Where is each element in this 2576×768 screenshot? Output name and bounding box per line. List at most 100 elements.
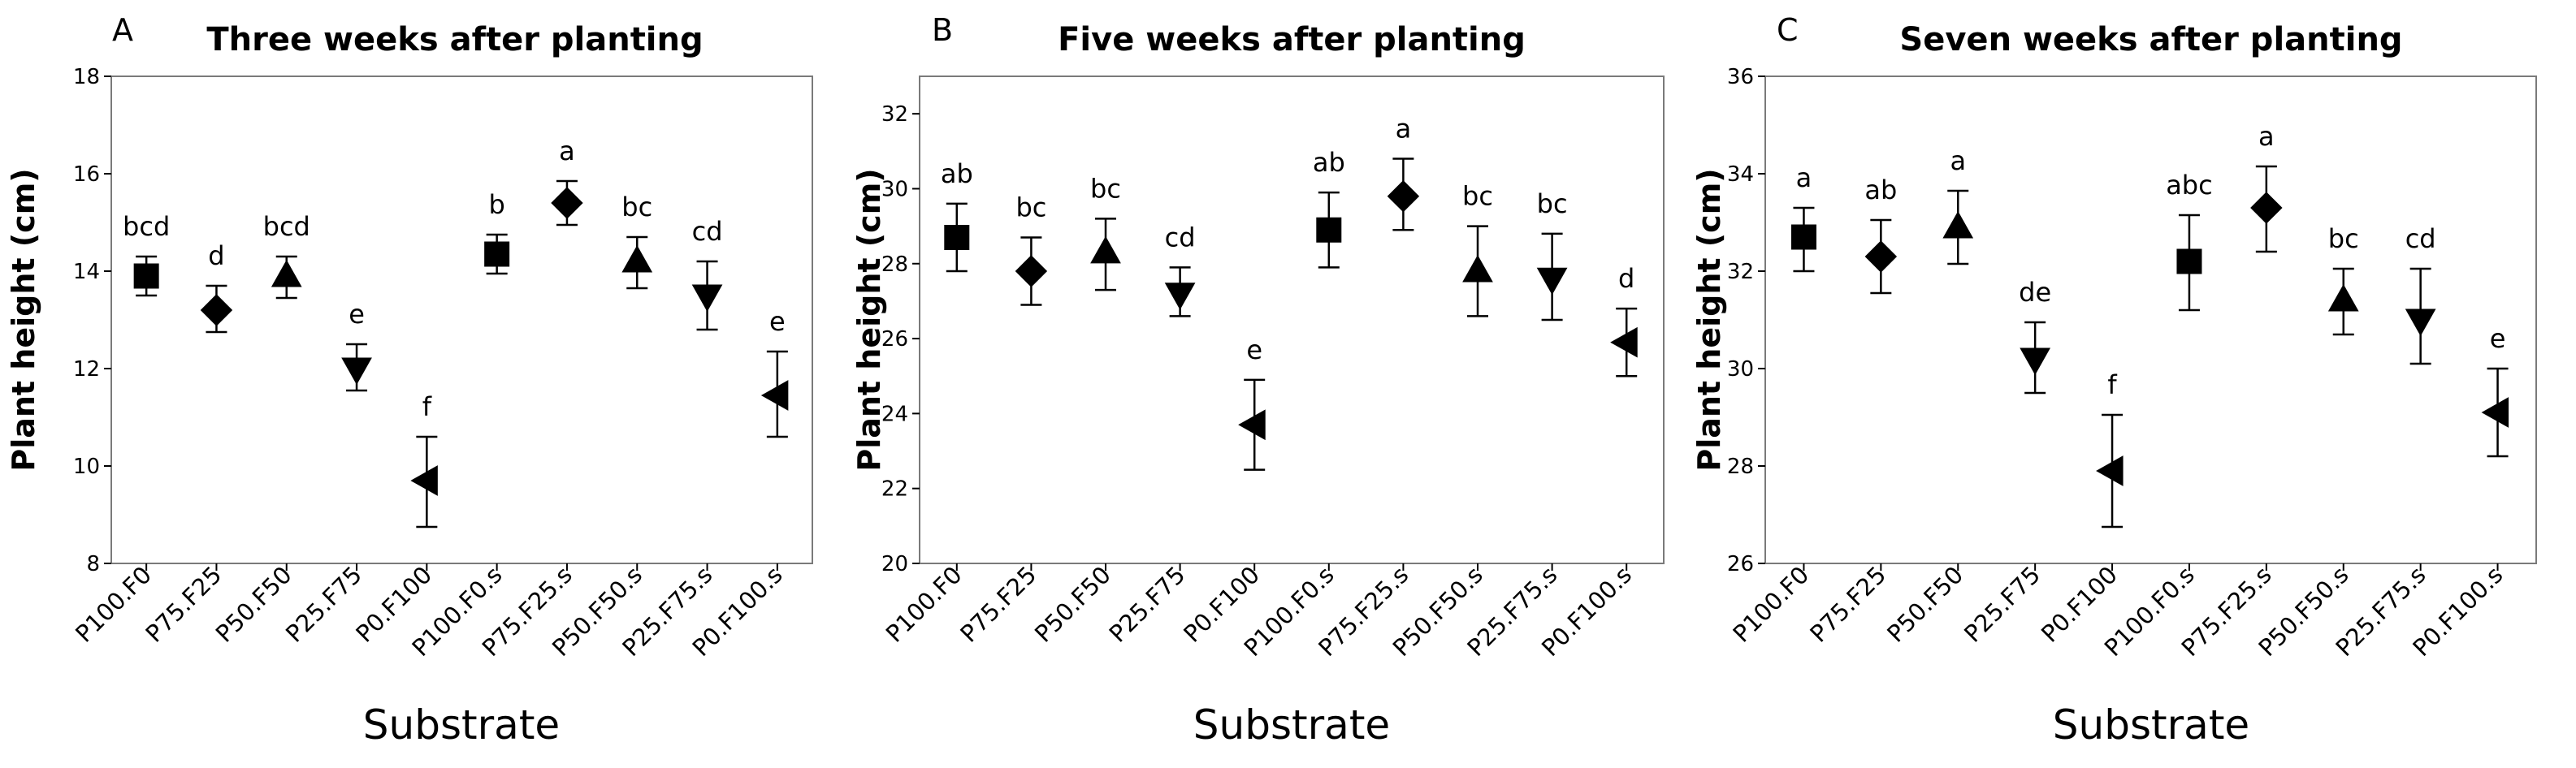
y-tick-label: 30 [1727, 357, 1754, 382]
significance-letter: bc [2328, 223, 2359, 254]
significance-letter: bc [1090, 173, 1121, 204]
y-tick-label: 28 [881, 252, 908, 277]
y-tick-label: 26 [1727, 552, 1754, 576]
significance-letter: d [1618, 263, 1634, 294]
significance-letter: d [208, 240, 224, 271]
data-point-triangle-down [341, 357, 372, 386]
data-point-triangle-down [2020, 347, 2051, 376]
significance-letter: b [488, 189, 504, 220]
significance-letter: a [559, 136, 575, 166]
data-point-diamond [1015, 255, 1048, 287]
x-tick-label: P75.F25 [955, 561, 1041, 648]
significance-letter: cd [692, 216, 723, 247]
x-tick-label: P50.F50 [210, 561, 297, 648]
data-point-triangle-down [2405, 308, 2436, 337]
y-tick-label: 14 [73, 260, 100, 284]
y-tick-label: 34 [1727, 162, 1754, 187]
data-point-square [2176, 248, 2202, 274]
significance-letter: ab [941, 158, 973, 189]
x-tick-label: P100.F0 [70, 561, 157, 648]
data-point-diamond [1387, 179, 1420, 213]
data-point-triangle-left [410, 465, 438, 496]
significance-letter: e [2490, 323, 2506, 354]
data-point-diamond [200, 294, 233, 326]
data-point-square [944, 224, 970, 250]
y-tick-label: 8 [86, 552, 100, 576]
x-tick-label: P50.F50 [1881, 561, 1968, 648]
significance-letter: e [769, 306, 786, 337]
data-point-square [133, 263, 159, 289]
significance-letter: de [2019, 277, 2051, 308]
chart-title: Five weeks after planting [1058, 21, 1526, 58]
panel-letter: C [1777, 12, 1799, 48]
y-tick-label: 26 [881, 327, 908, 352]
x-tick-label: P75.F25 [1804, 561, 1891, 648]
panel-b: B Five weeks after planting 20 22 24 26 28 30 32… [851, 12, 1665, 749]
plot-frame [919, 76, 1665, 564]
x-tick-label: P25.F75 [1959, 561, 2046, 648]
y-tick-label: 28 [1727, 455, 1754, 479]
y-tick-label: 32 [1727, 260, 1754, 284]
significance-letter: ab [1864, 175, 1897, 205]
data-point-triangle-up [1942, 210, 1974, 239]
y-tick-label: 24 [881, 402, 908, 426]
significance-letter: a [2258, 121, 2275, 152]
significance-letter: bc [1462, 181, 1493, 212]
plot-frame [110, 76, 813, 564]
significance-letter: abc [2166, 170, 2213, 201]
data-point-triangle-down [691, 284, 723, 313]
data-point-diamond [2250, 192, 2283, 224]
y-tick-label: 36 [1727, 65, 1754, 89]
data-point-diamond [551, 187, 583, 219]
y-axis-label: Plant height (cm) [851, 168, 887, 471]
data-point-triangle-left [2096, 455, 2124, 486]
x-tick-label: P50.F50 [1029, 561, 1116, 648]
data-point-triangle-up [1090, 235, 1121, 264]
significance-letter: e [349, 299, 365, 330]
significance-letter: bcd [123, 211, 170, 242]
data-point-triangle-left [2481, 397, 2509, 428]
y-tick-label: 10 [73, 455, 100, 479]
significance-letter: a [1796, 162, 1812, 193]
x-axis-label: Substrate [1193, 701, 1390, 749]
significance-letter: cd [1165, 222, 1196, 252]
y-tick-label: 18 [73, 65, 100, 89]
data-point-triangle-down [1164, 283, 1196, 310]
chart-title: Seven weeks after planting [1899, 21, 2402, 58]
data-point-triangle-left [1238, 409, 1266, 441]
x-tick-label: P75.F25 [140, 561, 227, 648]
x-tick-label: P25.F75 [1104, 561, 1191, 648]
significance-letter: bcd [263, 211, 310, 242]
y-axis-label: Plant height (cm) [1691, 168, 1727, 471]
data-point-square [1316, 217, 1342, 243]
data-point-triangle-down [1536, 267, 1568, 296]
significance-letter: cd [2405, 223, 2436, 254]
x-axis-label: Substrate [2053, 701, 2249, 749]
data-point-triangle-up [1462, 254, 1493, 283]
data-point-square [484, 241, 510, 267]
panel-a: A Three weeks after planting 8 10 12 14 16 18 Pl… [6, 12, 813, 749]
panel-letter: B [932, 12, 953, 48]
data-point-diamond [1864, 240, 1898, 273]
data-point-triangle-up [271, 259, 302, 287]
plot-frame [1764, 76, 2537, 564]
panel-letter: A [112, 12, 133, 48]
y-tick-label: 16 [73, 162, 100, 187]
significance-letter: a [1396, 114, 1412, 145]
data-point-triangle-left [760, 380, 789, 411]
data-point-triangle-up [621, 244, 653, 273]
y-tick-label: 22 [881, 477, 908, 502]
significance-letter: ab [1313, 147, 1345, 178]
data-point-square [1790, 224, 1816, 250]
data-point-triangle-up [2327, 283, 2359, 312]
significance-letter: bc [621, 192, 652, 222]
y-tick-label: 20 [881, 552, 908, 576]
significance-letter: f [422, 391, 432, 422]
significance-letter: bc [1015, 192, 1046, 222]
panel-c: C Seven weeks after planting 26 28 30 32 34 36 P… [1691, 12, 2537, 749]
significance-letter: e [1246, 334, 1262, 365]
significance-letter: a [1950, 145, 1966, 176]
y-tick-label: 32 [881, 102, 908, 127]
chart-title: Three weeks after planting [206, 21, 703, 58]
